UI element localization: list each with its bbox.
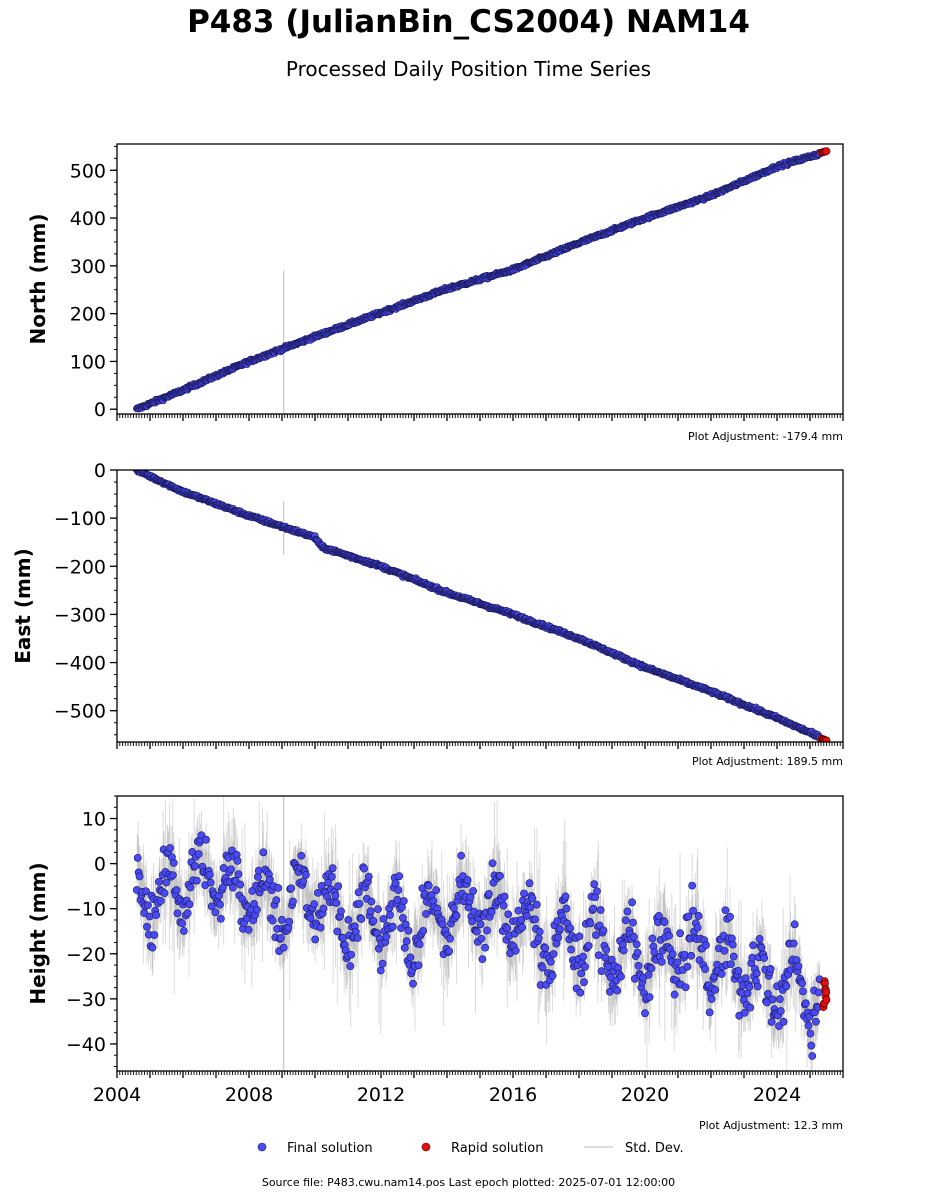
y-axis-label: East (mm) bbox=[11, 548, 35, 664]
figure-subtitle: Processed Daily Position Time Series bbox=[285, 57, 652, 81]
final-solution-point bbox=[143, 922, 151, 931]
y-tick-label: −400 bbox=[54, 653, 106, 675]
final-solution-point bbox=[218, 883, 227, 892]
x-axis bbox=[116, 742, 844, 749]
final-solution-point bbox=[142, 887, 150, 896]
y-tick-label: 100 bbox=[70, 351, 106, 373]
y-tick-label: 200 bbox=[70, 304, 106, 326]
final-solution-points bbox=[133, 148, 824, 413]
final-solution-point bbox=[236, 880, 245, 889]
final-solution-point bbox=[183, 909, 192, 918]
y-axis: 0 −100 −200 −300 −400 −500 bbox=[54, 460, 117, 736]
final-solution-point bbox=[219, 864, 228, 872]
plot-adjustment-note: Plot Adjustment: 189.5 mm bbox=[692, 755, 843, 768]
final-solution-point bbox=[207, 902, 216, 911]
final-solution-point bbox=[233, 857, 242, 865]
final-solution-point bbox=[227, 865, 235, 874]
panel-2: 0 −100 −200 −300 −400 −500 East (mm) Plot Adjus… bbox=[11, 460, 844, 768]
y-tick-label: 400 bbox=[70, 208, 106, 230]
rapid-solution-point bbox=[822, 736, 831, 742]
y-tick-label: −300 bbox=[54, 604, 106, 626]
final-solution-point bbox=[186, 883, 195, 892]
final-solution-point bbox=[143, 901, 152, 910]
final-solution-point bbox=[155, 877, 163, 886]
figure-title: P483 (JulianBin_CS2004) NAM14 bbox=[187, 4, 750, 40]
rapid-solution-points bbox=[817, 147, 831, 157]
final-solution-point bbox=[192, 876, 201, 885]
final-solution-point bbox=[150, 931, 159, 939]
stddev-bars bbox=[136, 796, 821, 1071]
final-solution-point bbox=[185, 900, 194, 909]
final-solution-point bbox=[160, 889, 169, 898]
final-solution-point bbox=[202, 835, 210, 844]
final-solution-point bbox=[228, 883, 237, 892]
y-tick-label: −200 bbox=[54, 556, 106, 578]
final-solution-point bbox=[211, 908, 220, 917]
final-solution-point bbox=[234, 870, 243, 879]
chart-panels: 0 100 200 300 400 500 North (mm) Plot Adjustmen… bbox=[11, 143, 844, 1132]
final-solution-point bbox=[145, 912, 154, 921]
plot-area bbox=[133, 147, 831, 414]
rapid-solution-point bbox=[822, 147, 831, 156]
y-tick-label: 0 bbox=[94, 399, 106, 421]
final-solution-point bbox=[205, 870, 214, 879]
rapid-solution-points bbox=[817, 734, 831, 742]
final-solution-point bbox=[216, 914, 225, 923]
final-solution-point bbox=[173, 909, 182, 918]
final-solution-point bbox=[172, 886, 181, 894]
final-solution-point bbox=[216, 900, 224, 909]
final-solution-point bbox=[194, 850, 203, 858]
y-axis-label: North (mm) bbox=[26, 213, 50, 344]
final-solution-point bbox=[148, 943, 157, 952]
final-solution-point bbox=[191, 862, 199, 870]
final-solution-points bbox=[133, 470, 824, 742]
panel-1: 0 100 200 300 400 500 North (mm) Plot Adjustmen… bbox=[26, 143, 844, 443]
final-solution-point bbox=[168, 871, 177, 880]
final-solution-point bbox=[156, 896, 165, 905]
final-solution-point bbox=[152, 911, 161, 920]
y-tick-label: −100 bbox=[54, 508, 106, 530]
final-solution-point bbox=[169, 859, 178, 867]
final-solution-point bbox=[162, 878, 171, 887]
y-axis: 0 100 200 300 400 500 bbox=[70, 145, 117, 421]
final-solution-point bbox=[180, 927, 188, 935]
y-tick-label: 300 bbox=[70, 256, 106, 278]
final-solution-point bbox=[135, 872, 144, 881]
x-axis bbox=[116, 414, 844, 421]
final-solution-point bbox=[133, 853, 142, 862]
y-tick-label: 500 bbox=[70, 160, 106, 182]
final-solution-point bbox=[206, 878, 215, 887]
plot-adjustment-note: Plot Adjustment: -179.4 mm bbox=[688, 430, 843, 443]
final-solution-points bbox=[132, 831, 824, 1060]
final-solution-point bbox=[166, 844, 174, 852]
plot-area bbox=[133, 470, 831, 742]
final-solution-point bbox=[178, 919, 186, 928]
y-tick-label: −500 bbox=[54, 701, 106, 723]
y-tick-label: 0 bbox=[94, 460, 106, 482]
plot-area bbox=[132, 796, 831, 1071]
